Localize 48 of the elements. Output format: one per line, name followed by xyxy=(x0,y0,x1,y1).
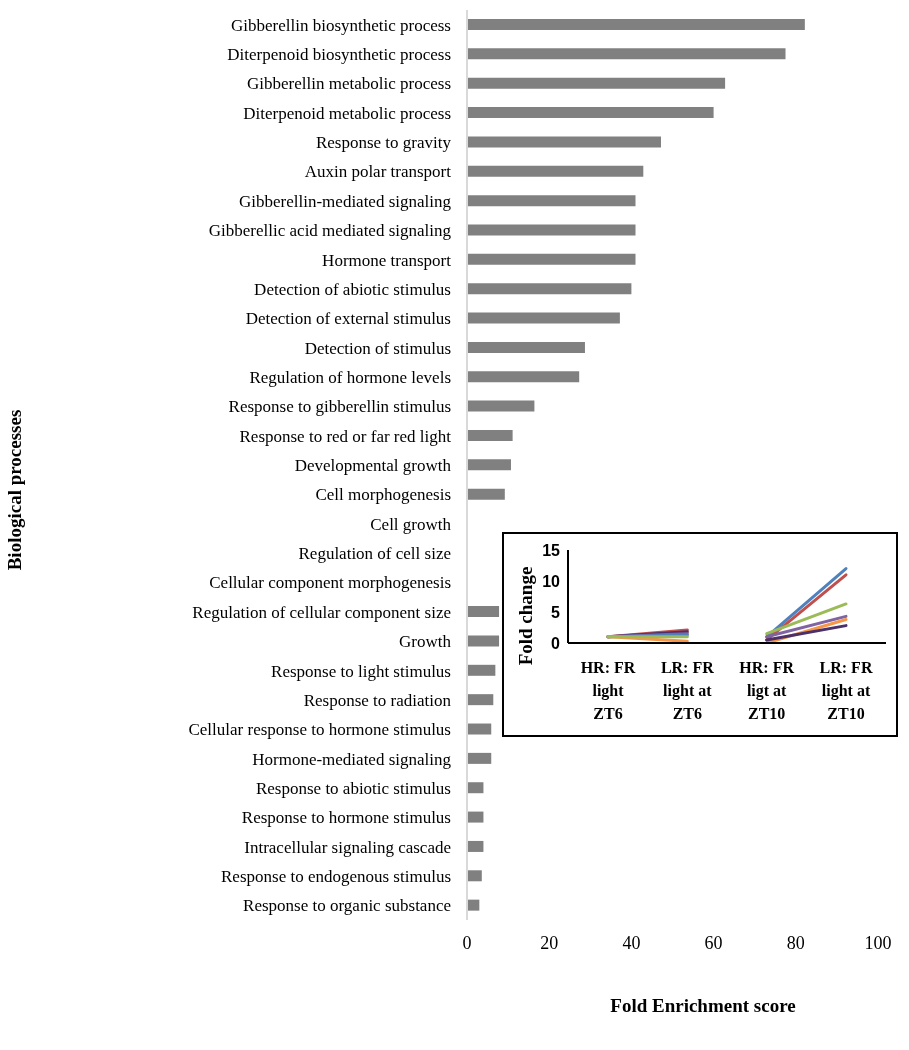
y-tick-label: Hormone-mediated signaling xyxy=(252,749,452,769)
y-tick-label: Detection of stimulus xyxy=(304,338,451,358)
y-tick-label: Developmental growth xyxy=(294,456,452,476)
y-tick-label: 0 xyxy=(551,634,561,652)
x-tick-label: 80 xyxy=(786,932,805,953)
y-tick-label: Response to hormone stimulus xyxy=(241,808,451,828)
y-tick-label: Gibberellin metabolic process xyxy=(247,74,451,94)
y-tick-label: Cellular component morphogenesis xyxy=(209,573,451,593)
y-tick-label: Response to light stimulus xyxy=(271,661,451,681)
y-tick-label: Regulation of cellular component size xyxy=(192,602,451,622)
x-axis-title: Fold Enrichment score xyxy=(609,995,797,1017)
y-tick-label: Response to abiotic stimulus xyxy=(255,778,451,798)
x-tick-label: 20 xyxy=(540,932,559,953)
y-tick-label: Regulation of cell size xyxy=(298,544,451,564)
y-tick-label: Cell growth xyxy=(370,514,452,534)
y-tick-label: Response to radiation xyxy=(303,690,452,710)
x-tick-label: LR: FR light at ZT10 xyxy=(819,659,873,722)
x-tick-label: 0 xyxy=(462,932,472,953)
y-tick-label: Detection of abiotic stimulus xyxy=(254,279,451,299)
y-tick-label: Response to gravity xyxy=(315,133,452,153)
y-axis-title: Biological processes xyxy=(4,409,26,571)
y-tick-label: Detection of external stimulus xyxy=(245,309,451,329)
y-tick-label: Response to organic substance xyxy=(243,896,451,916)
y-tick-label: Regulation of hormone levels xyxy=(249,367,451,387)
y-tick-label: Intracellular signaling cascade xyxy=(244,837,451,857)
y-tick-label: 5 xyxy=(551,603,561,621)
x-tick-label: 40 xyxy=(622,932,641,953)
x-tick-label: 60 xyxy=(704,932,723,953)
y-tick-label: 10 xyxy=(542,572,561,590)
y-tick-label: Diterpenoid biosynthetic process xyxy=(227,45,451,65)
x-tick-label: HR: FR ligt at ZT10 xyxy=(739,659,795,722)
x-tick-label: LR: FR light at ZT6 xyxy=(660,659,715,722)
y-tick-label: Auxin polar transport xyxy=(304,162,452,182)
y-tick-label: Diterpenoid metabolic process xyxy=(243,103,451,123)
x-tick-label: 100 xyxy=(864,932,892,953)
y-tick-label: Cellular response to hormone stimulus xyxy=(188,720,451,740)
y-tick-label: Gibberellin-mediated signaling xyxy=(239,191,452,211)
y-tick-label: Gibberellin biosynthetic process xyxy=(230,15,451,35)
y-tick-label: Response to red or far red light xyxy=(239,426,452,446)
y-tick-label: Response to gibberellin stimulus xyxy=(228,397,451,417)
y-tick-label: Hormone transport xyxy=(322,250,452,270)
x-tick-label: HR: FR light ZT6 xyxy=(580,659,636,722)
y-tick-label: Cell morphogenesis xyxy=(315,485,451,505)
y-axis-title: Fold change xyxy=(515,566,537,666)
y-tick-label: 15 xyxy=(542,541,561,559)
y-tick-label: Response to endogenous stimulus xyxy=(221,867,451,886)
y-tick-label: Gibberellic acid mediated signaling xyxy=(208,221,452,241)
y-tick-label: Growth xyxy=(399,632,452,652)
